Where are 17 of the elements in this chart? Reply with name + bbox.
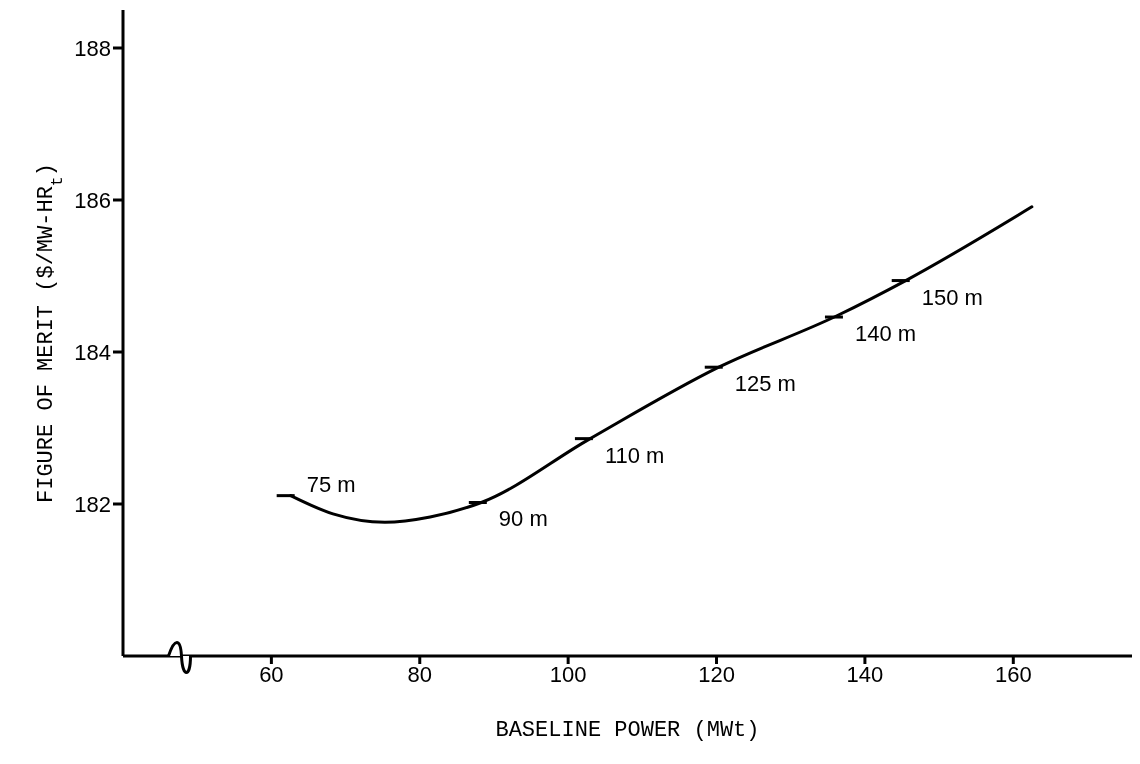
y-tick-label: 182 xyxy=(74,491,111,517)
annotation: 150 m xyxy=(921,284,983,310)
annotation: 110 m xyxy=(604,442,665,468)
annotation: 140 m xyxy=(854,321,917,347)
annotation: 90 m xyxy=(498,506,548,532)
y-tick-label: 184 xyxy=(74,339,111,365)
y-tick-label: 188 xyxy=(74,35,111,61)
x-tick-label: 140 xyxy=(846,661,884,687)
x-tick-label: 160 xyxy=(994,661,1032,687)
y-tick-label: 186 xyxy=(74,187,111,213)
x-tick-label: 100 xyxy=(549,661,587,687)
x-tick-label: 60 xyxy=(259,661,284,687)
annotation: 75 m xyxy=(306,471,356,497)
x-tick-label: 120 xyxy=(698,661,735,687)
annotation: 125 m xyxy=(734,371,796,397)
x-axis-title: BASELINE POWER (MWt) xyxy=(495,718,760,743)
x-tick-label: 80 xyxy=(407,661,433,687)
